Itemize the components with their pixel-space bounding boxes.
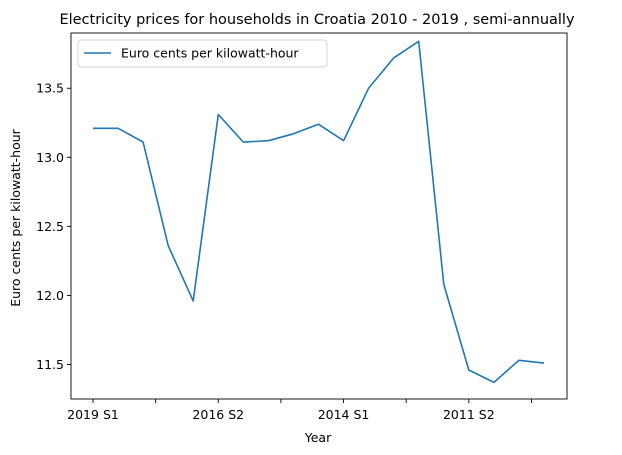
y-tick-label: 13.0 xyxy=(36,150,64,165)
x-tick-label: 2019 S1 xyxy=(67,407,119,422)
x-tick-label: 2011 S2 xyxy=(443,407,495,422)
x-axis-label: Year xyxy=(304,430,332,445)
x-tick-label: 2014 S1 xyxy=(318,407,370,422)
y-axis-ticks: 11.5 12.0 12.5 13.0 13.5 xyxy=(36,81,71,372)
plot-frame xyxy=(70,32,568,400)
legend: Euro cents per kilowatt-hour xyxy=(77,39,328,68)
y-axis-label: Euro cents per kilowatt-hour xyxy=(8,128,23,306)
plot-area: 2019 S1 2016 S2 2014 S1 2011 S2 11.5 12.0 12.… xyxy=(36,32,568,422)
y-tick-label: 12.5 xyxy=(36,219,64,234)
chart-title: Electricity prices for households in Cro… xyxy=(59,12,575,28)
x-tick-label: 2016 S2 xyxy=(192,407,244,422)
legend-label: Euro cents per kilowatt-hour xyxy=(121,46,299,61)
series-line xyxy=(93,40,545,384)
y-tick-label: 11.5 xyxy=(36,357,64,372)
x-axis-ticks: 2019 S1 2016 S2 2014 S1 2011 S2 xyxy=(67,399,532,422)
legend-box xyxy=(77,39,328,68)
y-tick-label: 12.0 xyxy=(36,288,64,303)
y-tick-label: 13.5 xyxy=(36,81,64,96)
